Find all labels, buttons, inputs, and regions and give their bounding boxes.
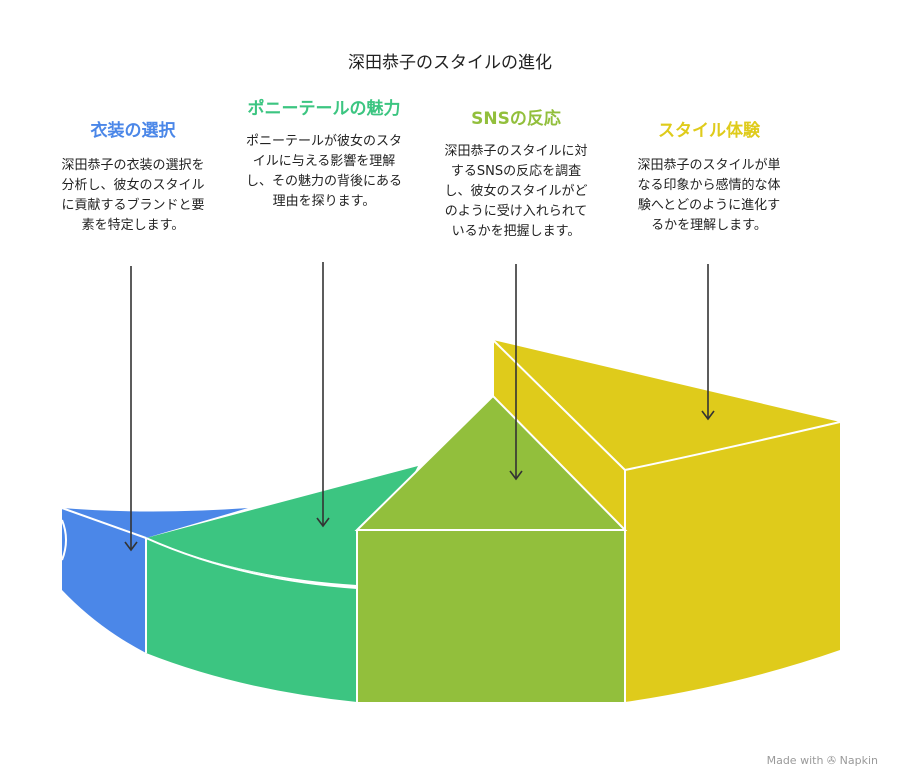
slice-experience-side [493,340,625,530]
slice-sns-side [357,530,625,702]
page-title: 深田恭子のスタイルの進化 [348,53,552,73]
made-with-label: Made with [766,754,824,767]
slice-experience-front [625,422,840,702]
slice-ponytail-side [146,538,357,702]
section-ponytail: ポニーテールの魅力 ポニーテールが彼女のスタイルに与える影響を理解し、その魅力の… [242,96,406,212]
section-sns: SNSの反応 深田恭子のスタイルに対するSNSの反応を調査し、彼女のスタイルがど… [444,106,588,242]
section-description: 深田恭子の衣装の選択を分析し、彼女のスタイルに貢献するブランドと要素を特定します… [61,158,205,233]
section-heading: SNSの反応 [471,109,561,129]
section-costume: 衣装の選択 深田恭子の衣装の選択を分析し、彼女のスタイルに貢献するブランドと要素… [58,118,208,236]
section-description: 深田恭子のスタイルに対するSNSの反応を調査し、彼女のスタイルがどのように受け入… [444,144,588,239]
brand-label: Napkin [839,754,878,767]
section-heading: 衣装の選択 [90,121,176,141]
napkin-credit[interactable]: Made with ✇ Napkin [767,754,878,767]
slice-costume-side [62,508,146,653]
section-experience: スタイル体験 深田恭子のスタイルが単なる印象から感情的な体験へとどのように進化す… [634,118,784,236]
slice-costume-top [62,508,248,538]
napkin-logo-icon: ✇ [826,754,837,767]
section-description: 深田恭子のスタイルが単なる印象から感情的な体験へとどのように進化するかを理解しま… [637,158,781,233]
section-heading: スタイル体験 [658,121,760,141]
section-heading: ポニーテールの魅力 [247,99,401,119]
slice-sns-top [357,396,625,530]
section-description: ポニーテールが彼女のスタイルに与える影響を理解し、その魅力の背後にある理由を探り… [245,134,402,209]
slice-ponytail-top [146,466,418,585]
